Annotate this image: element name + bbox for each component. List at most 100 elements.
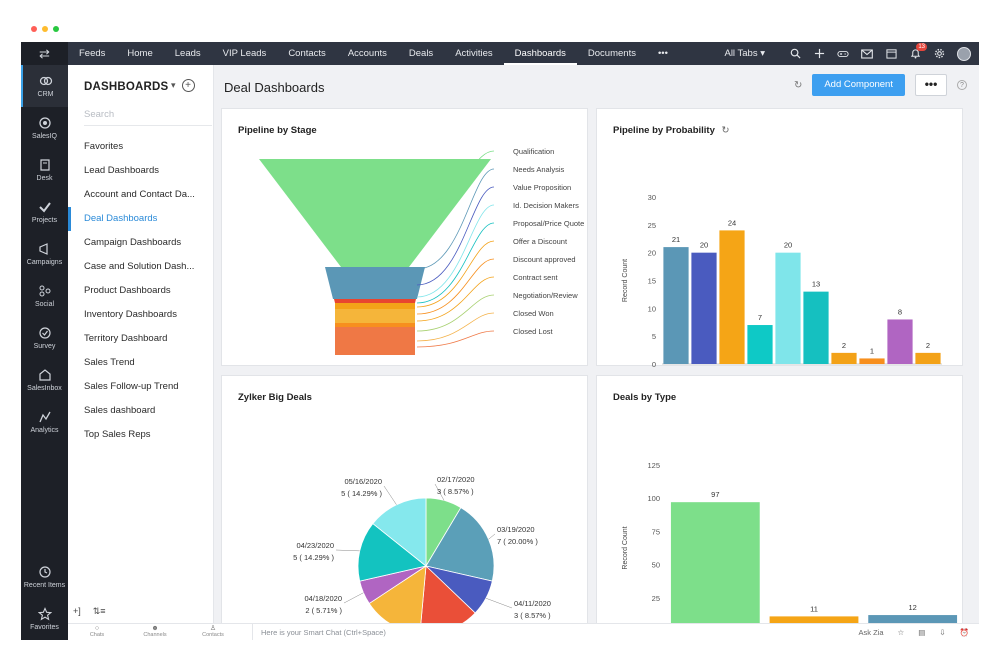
- help-icon[interactable]: ?: [957, 80, 967, 90]
- funnel-segment: [259, 159, 491, 267]
- slice-label: 04/23/2020: [296, 541, 334, 550]
- dashboard-list-item[interactable]: Top Sales Reps: [84, 429, 151, 440]
- rail-item-label: Desk: [36, 175, 53, 182]
- bar: [887, 319, 913, 364]
- dashboard-list-item[interactable]: Lead Dashboards: [84, 165, 159, 176]
- bar: [670, 502, 760, 626]
- more-options-button[interactable]: •••: [915, 74, 947, 96]
- search-icon[interactable]: [789, 48, 801, 60]
- rail-item-projects[interactable]: Projects: [21, 191, 68, 233]
- leader-line: [335, 549, 360, 552]
- slice-detail: 3 ( 8.57% ): [514, 611, 551, 620]
- stage-label: Closed Won: [513, 309, 554, 318]
- add-dashboard-icon[interactable]: +: [181, 79, 195, 92]
- tab-activities[interactable]: Activities: [455, 48, 493, 59]
- shortcut-label: Channels: [143, 632, 167, 638]
- rail-item-social[interactable]: Social: [21, 275, 68, 317]
- alarm-icon[interactable]: ⏰: [959, 627, 969, 637]
- rail-item-analytics[interactable]: Analytics: [21, 401, 68, 443]
- tab-documents[interactable]: Documents: [587, 48, 636, 59]
- dashboard-list-item[interactable]: Sales dashboard: [84, 405, 156, 416]
- refresh-chart-icon[interactable]: ↻: [721, 125, 730, 136]
- data-label: 7: [758, 313, 762, 322]
- tab-vip-leads[interactable]: VIP Leads: [222, 48, 267, 59]
- mail-icon[interactable]: [861, 48, 873, 60]
- leader-line: [383, 485, 397, 505]
- chats-shortcut[interactable]: ○ Chats: [68, 625, 126, 638]
- data-label: 20: [700, 241, 708, 250]
- sort-list-icon[interactable]: ⇅≡: [92, 606, 106, 616]
- dashboard-list-item[interactable]: Sales Follow-up Trend: [84, 381, 179, 392]
- dashboard-search-input[interactable]: Search: [84, 109, 212, 126]
- leader-line: [416, 330, 495, 348]
- dashboard-list-item[interactable]: Campaign Dashboards: [84, 237, 182, 248]
- notifications-bell-icon[interactable]: 13: [909, 42, 927, 60]
- funnel-chart: Qualification Needs Analysis Value Proposi…: [259, 147, 584, 355]
- rail-item-favorites[interactable]: Favorites: [21, 598, 68, 640]
- rail-item-desk[interactable]: Desk: [21, 149, 68, 191]
- ask-zia-button[interactable]: Ask Zia: [858, 627, 884, 637]
- rail-item-campaigns[interactable]: Campaigns: [21, 233, 68, 275]
- dashboard-list-item[interactable]: Deal Dashboards: [68, 207, 214, 231]
- analytics-icon: [38, 411, 51, 423]
- dashboard-list-item[interactable]: Favorites: [84, 141, 124, 152]
- chevron-down-icon[interactable]: ▾: [171, 80, 176, 90]
- maximize-window-dot[interactable]: [53, 26, 59, 32]
- dashboard-list-item[interactable]: Sales Trend: [84, 357, 135, 368]
- close-window-dot[interactable]: [31, 26, 37, 32]
- y-tick-label: 125: [647, 461, 660, 470]
- data-label: 13: [812, 280, 820, 289]
- data-label: 1: [870, 346, 874, 355]
- y-tick-label: 75: [652, 527, 660, 536]
- stage-label: Negotiation/Review: [513, 291, 578, 300]
- tab-contacts[interactable]: Contacts: [288, 48, 326, 59]
- smart-chat-input[interactable]: Here is your Smart Chat (Ctrl+Space): [252, 623, 859, 640]
- tab-feeds[interactable]: Feeds: [79, 48, 106, 59]
- tab-dashboards[interactable]: Dashboards: [503, 42, 577, 65]
- bottom-bar: ○ Chats ☻ Channels ♙ Contacts Here is your Sm…: [68, 623, 979, 640]
- dashboard-list-item[interactable]: Case and Solution Dash...: [84, 261, 195, 272]
- download-icon[interactable]: ⇩: [939, 627, 946, 637]
- bar: [803, 291, 829, 364]
- settings-gear-icon[interactable]: [933, 48, 945, 60]
- leader-line: [434, 483, 445, 501]
- funnel-segment: [335, 303, 415, 309]
- tab-home[interactable]: Home: [127, 48, 153, 59]
- tab-more[interactable]: •••: [657, 48, 668, 59]
- channels-shortcut[interactable]: ☻ Channels: [126, 625, 184, 638]
- notes-icon[interactable]: ▤: [918, 627, 926, 637]
- collapse-menu-icon[interactable]: ⇄: [39, 45, 50, 61]
- dashboard-list-item[interactable]: Account and Contact Da...: [84, 189, 195, 200]
- slice-detail: 7 ( 20.00% ): [497, 537, 538, 546]
- expand-panel-icon[interactable]: +]: [73, 606, 81, 616]
- stage-label: Needs Analysis: [513, 165, 565, 174]
- calendar-icon[interactable]: [885, 48, 897, 60]
- dashboard-list-item[interactable]: Territory Dashboard: [84, 333, 168, 344]
- data-label: 97: [711, 490, 719, 499]
- data-label: 20: [784, 241, 792, 250]
- contacts-shortcut[interactable]: ♙ Contacts: [184, 625, 242, 638]
- zia-icon[interactable]: ☆: [897, 627, 905, 637]
- all-tabs-dropdown[interactable]: All Tabs ▾: [724, 48, 765, 59]
- page-title: Deal Dashboards: [224, 80, 325, 95]
- gamepad-icon[interactable]: [837, 48, 849, 60]
- dashboard-list-item[interactable]: Product Dashboards: [84, 285, 171, 296]
- rail-item-salesiq[interactable]: SalesIQ: [21, 107, 68, 149]
- user-avatar[interactable]: [957, 46, 971, 61]
- refresh-icon[interactable]: ↻: [793, 79, 803, 91]
- create-plus-icon[interactable]: [813, 48, 825, 60]
- card-title: Pipeline by Stage: [238, 125, 317, 136]
- y-tick-label: 50: [652, 561, 660, 570]
- minimize-window-dot[interactable]: [42, 26, 48, 32]
- rail-item-salesinbox[interactable]: SalesInbox: [21, 359, 68, 401]
- tab-accounts[interactable]: Accounts: [347, 48, 387, 59]
- rail-item-crm[interactable]: CRM: [21, 65, 68, 107]
- rail-item-recent-items[interactable]: Recent Items: [21, 556, 68, 598]
- tab-deals[interactable]: Deals: [408, 48, 434, 59]
- rail-item-survey[interactable]: Survey: [21, 317, 68, 359]
- dashboard-list-item[interactable]: Inventory Dashboards: [84, 309, 177, 320]
- tab-leads[interactable]: Leads: [174, 48, 201, 59]
- rail-item-label: Favorites: [30, 624, 59, 631]
- leader-line: [416, 168, 495, 270]
- add-component-button[interactable]: Add Component: [812, 74, 905, 96]
